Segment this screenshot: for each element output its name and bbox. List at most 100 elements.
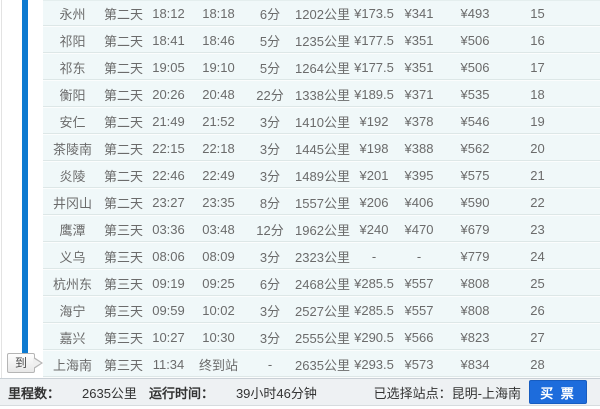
fare-1-cell: ¥285.5 — [354, 276, 394, 291]
row-number-cell: 27 — [530, 330, 545, 345]
depart-time-cell: 18:18 — [202, 6, 235, 21]
row-number-cell: 23 — [530, 222, 545, 237]
depart-time-cell: 18:46 — [202, 33, 235, 48]
distance-cell: 1235公里 — [295, 34, 350, 49]
route-timeline-bar — [22, 0, 28, 353]
fare-3-cell: ¥562 — [460, 141, 490, 156]
mileage-label: 里程数： — [8, 385, 61, 401]
arrive-time-cell: 21:49 — [152, 114, 185, 129]
depart-time-cell: 22:49 — [202, 168, 235, 183]
fare-3-cell: ¥808 — [460, 303, 490, 318]
table-row[interactable]: 嘉兴 第三天 10:27 10:30 3分 2555公里 ¥290.5 ¥566… — [43, 324, 600, 351]
depart-time-cell: 21:52 — [202, 114, 235, 129]
depart-time-cell: 20:48 — [202, 87, 235, 102]
panel-left-border — [1, 0, 2, 406]
arrive-time-cell: 09:19 — [152, 276, 185, 291]
table-row[interactable]: 上海南 第三天 11:34 终到站 - 2635公里 ¥293.5 ¥573 ¥… — [43, 351, 600, 378]
station-cell: 义乌 — [59, 250, 86, 265]
table-row[interactable]: 杭州东 第三天 09:19 09:25 6分 2468公里 ¥285.5 ¥55… — [43, 270, 600, 297]
day-cell: 第三天 — [103, 223, 143, 238]
row-number-cell: 20 — [530, 141, 545, 156]
distance-cell: 1202公里 — [295, 7, 350, 22]
fare-3-cell: ¥834 — [460, 357, 490, 372]
arrive-time-cell: 22:46 — [152, 168, 185, 183]
fare-1-cell: ¥198 — [359, 141, 389, 156]
fare-2-cell: ¥406 — [404, 195, 434, 210]
stop-duration-cell: 5分 — [259, 61, 281, 76]
row-number-cell: 21 — [530, 168, 545, 183]
distance-cell: 1410公里 — [295, 115, 350, 130]
fare-1-cell: ¥189.5 — [354, 87, 394, 102]
fare-2-cell: ¥341 — [404, 6, 434, 21]
fare-1-cell: ¥285.5 — [354, 303, 394, 318]
fare-2-cell: - — [416, 249, 422, 264]
stop-duration-cell: 8分 — [259, 196, 281, 211]
table-row[interactable]: 茶陵南 第二天 22:15 22:18 3分 1445公里 ¥198 ¥388 … — [43, 135, 600, 162]
distance-cell: 2555公里 — [295, 331, 350, 346]
table-row[interactable]: 祁东 第二天 19:05 19:10 5分 1264公里 ¥177.5 ¥351… — [43, 54, 600, 81]
fare-1-cell: ¥206 — [359, 195, 389, 210]
depart-time-cell: 23:35 — [202, 195, 235, 210]
table-row[interactable]: 炎陵 第二天 22:46 22:49 3分 1489公里 ¥201 ¥395 ¥… — [43, 162, 600, 189]
table-row[interactable]: 祁阳 第二天 18:41 18:46 5分 1235公里 ¥177.5 ¥351… — [43, 27, 600, 54]
row-number-cell: 26 — [530, 303, 545, 318]
mileage-value: 2635公里 — [82, 385, 137, 401]
station-cell: 鹰潭 — [59, 223, 86, 238]
arrive-time-cell: 08:06 — [152, 249, 185, 264]
fare-3-cell: ¥679 — [460, 222, 490, 237]
distance-cell: 2635公里 — [295, 358, 350, 373]
runtime-label: 运行时间： — [148, 385, 214, 401]
stop-duration-cell: 6分 — [259, 277, 281, 292]
arrive-time-cell: 11:34 — [152, 357, 185, 372]
arrive-time-cell: 09:59 — [152, 303, 185, 318]
table-row[interactable]: 井冈山 第二天 23:27 23:35 8分 1557公里 ¥206 ¥406 … — [43, 189, 600, 216]
fare-1-cell: ¥177.5 — [354, 60, 394, 75]
arrive-time-cell: 23:27 — [152, 195, 185, 210]
table-row[interactable]: 安仁 第二天 21:49 21:52 3分 1410公里 ¥192 ¥378 ¥… — [43, 108, 600, 135]
depart-time-cell: 22:18 — [202, 141, 235, 156]
fare-2-cell: ¥378 — [404, 114, 434, 129]
row-number-cell: 28 — [530, 357, 545, 372]
fare-3-cell: ¥506 — [460, 60, 490, 75]
distance-cell: 2323公里 — [295, 250, 350, 265]
table-row[interactable]: 鹰潭 第三天 03:36 03:48 12分 1962公里 ¥240 ¥470 … — [43, 216, 600, 243]
fare-3-cell: ¥808 — [460, 276, 490, 291]
arrive-time-cell: 10:27 — [152, 330, 185, 345]
fare-1-cell: ¥290.5 — [354, 330, 394, 345]
station-cell: 上海南 — [52, 358, 92, 373]
day-cell: 第二天 — [103, 142, 143, 157]
row-number-cell: 22 — [530, 195, 545, 210]
stop-duration-cell: 22分 — [256, 88, 284, 103]
fare-2-cell: ¥351 — [404, 60, 434, 75]
station-cell: 井冈山 — [52, 196, 92, 211]
fare-1-cell: ¥240 — [359, 222, 389, 237]
table-row[interactable]: 海宁 第三天 09:59 10:02 3分 2527公里 ¥285.5 ¥557… — [43, 297, 600, 324]
day-cell: 第二天 — [103, 115, 143, 130]
table-row[interactable]: 衡阳 第二天 20:26 20:48 22分 1338公里 ¥189.5 ¥37… — [43, 81, 600, 108]
fare-3-cell: ¥575 — [460, 168, 490, 183]
fare-1-cell: ¥192 — [359, 114, 389, 129]
stop-duration-cell: 12分 — [256, 223, 284, 238]
table-row[interactable]: 义乌 第三天 08:06 08:09 3分 2323公里 - - ¥779 24 — [43, 243, 600, 270]
row-number-cell: 17 — [530, 60, 545, 75]
station-cell: 炎陵 — [59, 169, 86, 184]
row-number-cell: 19 — [530, 114, 545, 129]
day-cell: 第三天 — [103, 250, 143, 265]
station-cell: 海宁 — [59, 304, 86, 319]
fare-3-cell: ¥506 — [460, 33, 490, 48]
table-row[interactable]: 永州 第二天 18:12 18:18 6分 1202公里 ¥173.5 ¥341… — [43, 0, 600, 27]
station-cell: 安仁 — [59, 115, 86, 130]
depart-time-cell: 03:48 — [202, 222, 235, 237]
station-cell: 衡阳 — [59, 88, 86, 103]
arrive-time-cell: 22:15 — [152, 141, 185, 156]
stop-duration-cell: 3分 — [259, 169, 281, 184]
stop-duration-cell: 3分 — [259, 115, 281, 130]
fare-1-cell: ¥177.5 — [354, 33, 394, 48]
fare-3-cell: ¥590 — [460, 195, 490, 210]
buy-ticket-button[interactable]: 买 票 — [529, 380, 587, 404]
distance-cell: 1962公里 — [295, 223, 350, 238]
distance-cell: 1445公里 — [295, 142, 350, 157]
selected-station-text: 已选择站点：昆明-上海南 — [373, 385, 521, 401]
fare-2-cell: ¥351 — [404, 33, 434, 48]
fare-3-cell: ¥493 — [460, 6, 490, 21]
